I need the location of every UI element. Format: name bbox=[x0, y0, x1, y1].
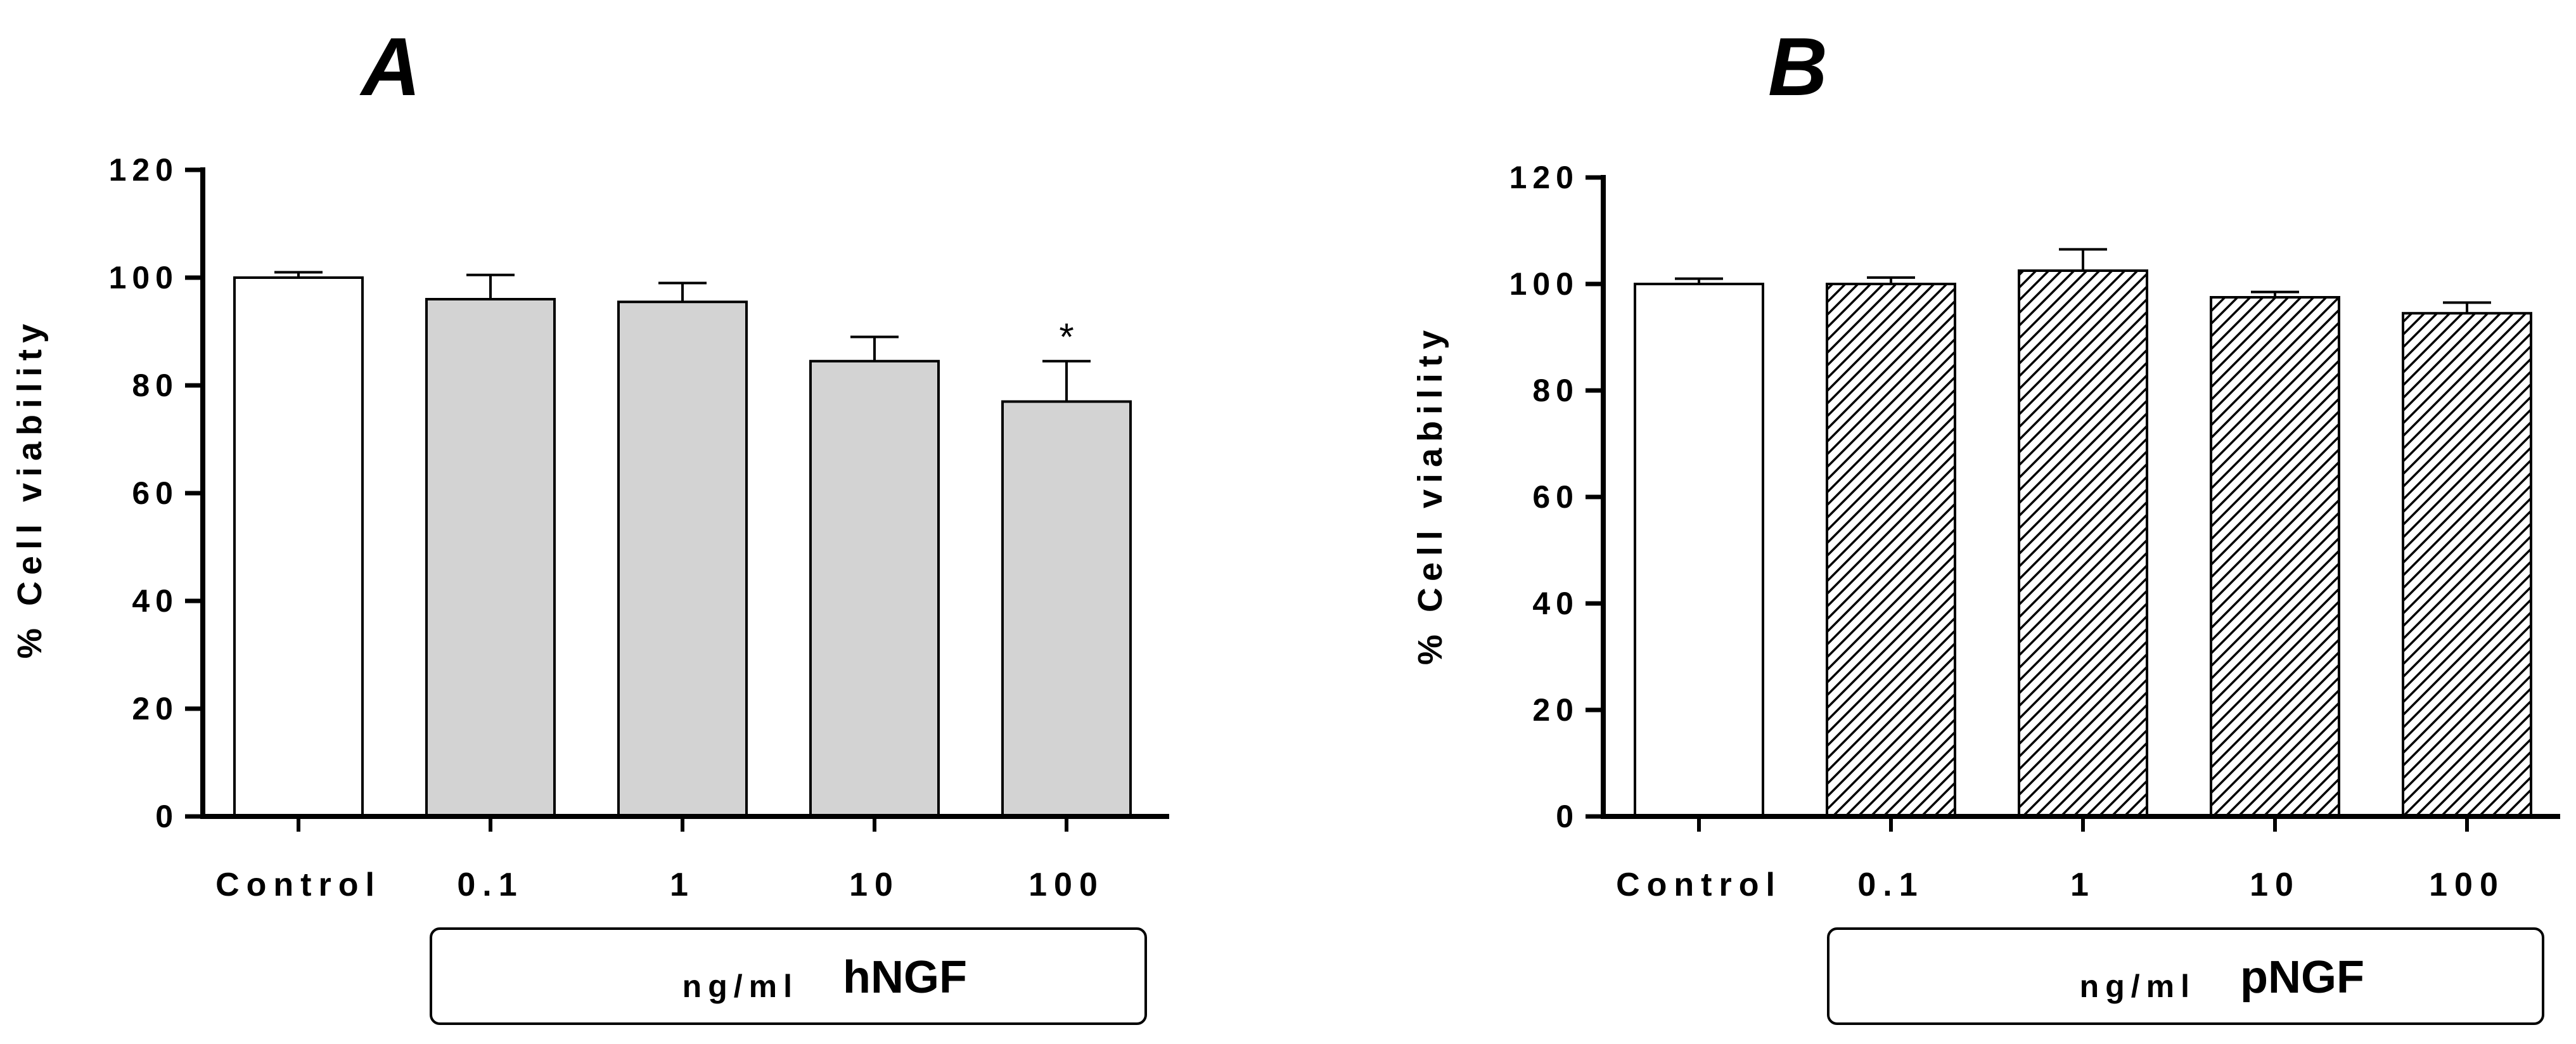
x-tick-label: 100 bbox=[1028, 867, 1105, 903]
bar bbox=[2210, 296, 2340, 818]
y-axis-label: % Cell viability bbox=[1411, 324, 1449, 665]
y-tick-label: 80 bbox=[132, 368, 179, 403]
panel-a: A % Cell viability 0 20 40 60 80 100 120 * Con… bbox=[11, 20, 1169, 1025]
unit-label: ng/ml bbox=[682, 969, 798, 1004]
agent-label: pNGF bbox=[2240, 952, 2364, 1003]
x-tick-label: 1 bbox=[670, 867, 695, 903]
y-tick-label: 60 bbox=[132, 475, 179, 511]
panel-b: B % Cell viability 0 20 40 60 80 100 120 Contr… bbox=[1411, 20, 2560, 1025]
x-tick-label: 1 bbox=[2070, 867, 2096, 903]
panel-letter: A bbox=[359, 20, 421, 113]
y-tick-label: 120 bbox=[109, 152, 179, 188]
y-tick-label: 60 bbox=[1532, 479, 1579, 515]
y-tick-label: 40 bbox=[1532, 586, 1579, 621]
y-axis-label: % Cell viability bbox=[11, 318, 49, 659]
y-tick-label: 0 bbox=[1556, 799, 1579, 834]
bars: * bbox=[233, 271, 1132, 818]
agent-label: hNGF bbox=[843, 952, 967, 1003]
y-tick-label: 100 bbox=[109, 260, 179, 295]
x-tick-label: 100 bbox=[2429, 867, 2505, 903]
x-tick-label: 0.1 bbox=[1857, 867, 1924, 903]
x-tick-label: 0.1 bbox=[457, 867, 523, 903]
bar bbox=[2402, 312, 2532, 818]
group-box: ng/ml pNGF bbox=[1827, 927, 2544, 1025]
y-tick-label: 20 bbox=[132, 691, 179, 726]
bar bbox=[1634, 283, 1764, 818]
group-box-frame bbox=[430, 927, 1147, 1025]
x-ticks: Control 0.1 1 10 100 bbox=[215, 816, 1105, 903]
bar bbox=[809, 359, 940, 818]
y-tick-label: 40 bbox=[132, 583, 179, 619]
x-tick-label: 10 bbox=[2250, 867, 2300, 903]
bar bbox=[617, 300, 748, 818]
panel-letter: B bbox=[1768, 20, 1828, 113]
y-tick-label: 120 bbox=[1509, 160, 1579, 195]
x-ticks: Control 0.1 1 10 100 bbox=[1616, 816, 2505, 903]
group-box: ng/ml hNGF bbox=[430, 927, 1147, 1025]
group-box-frame bbox=[1827, 927, 2544, 1025]
y-ticks: 0 20 40 60 80 100 120 bbox=[109, 152, 203, 834]
bar bbox=[1001, 400, 1132, 818]
y-ticks: 0 20 40 60 80 100 120 bbox=[1509, 160, 1603, 834]
x-tick-label: 10 bbox=[849, 867, 900, 903]
unit-label: ng/ml bbox=[2080, 969, 2196, 1004]
significance-marker: * bbox=[1059, 316, 1073, 358]
bar bbox=[425, 298, 556, 818]
bars bbox=[1634, 248, 2532, 818]
y-tick-label: 0 bbox=[155, 799, 179, 834]
bar bbox=[233, 276, 364, 818]
x-tick-label: Control bbox=[1616, 867, 1782, 903]
bar bbox=[2018, 269, 2148, 818]
y-tick-label: 100 bbox=[1509, 266, 1579, 302]
y-tick-label: 20 bbox=[1532, 692, 1579, 728]
x-tick-label: Control bbox=[215, 867, 381, 903]
y-tick-label: 80 bbox=[1532, 373, 1579, 408]
bar bbox=[1826, 283, 1956, 818]
